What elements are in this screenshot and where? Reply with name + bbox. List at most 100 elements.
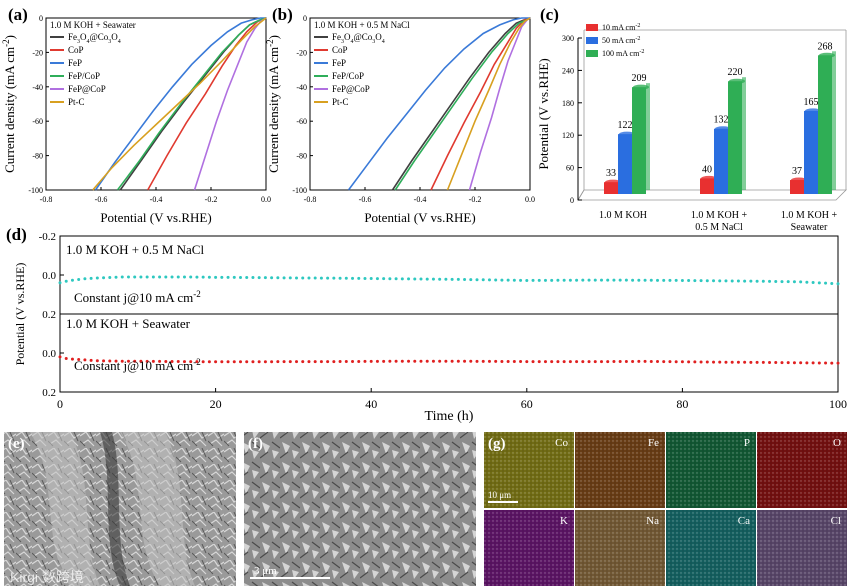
series-line bbox=[147, 17, 267, 191]
data-point bbox=[730, 279, 734, 283]
panel-d-letter: (d) bbox=[6, 225, 27, 244]
data-point bbox=[500, 278, 504, 282]
panel-d-top-condition: 1.0 M KOH + 0.5 M NaCl bbox=[66, 242, 204, 257]
y-tick-label: -100 bbox=[28, 186, 43, 195]
data-point bbox=[712, 360, 716, 364]
panel-a-condition: 1.0 M KOH + Seawater bbox=[50, 20, 136, 30]
eds-element-label: K bbox=[560, 515, 568, 527]
data-point bbox=[344, 360, 348, 364]
x-tick-label: -0.2 bbox=[469, 195, 482, 204]
bar-cap bbox=[619, 131, 635, 137]
data-point bbox=[699, 279, 703, 283]
eds-tile-texture bbox=[575, 510, 665, 586]
data-point bbox=[643, 359, 647, 363]
data-point bbox=[656, 360, 660, 364]
bar bbox=[818, 55, 832, 194]
data-point bbox=[637, 278, 641, 282]
data-point bbox=[151, 275, 155, 279]
data-point bbox=[581, 360, 585, 364]
y-tick-label: -60 bbox=[32, 117, 43, 126]
data-point bbox=[89, 276, 93, 280]
data-point bbox=[382, 359, 386, 363]
data-point bbox=[805, 280, 809, 284]
data-point bbox=[238, 360, 242, 364]
data-point bbox=[768, 279, 772, 283]
data-point bbox=[487, 278, 491, 282]
bar-side bbox=[742, 77, 746, 190]
data-point bbox=[70, 278, 74, 282]
data-point bbox=[407, 359, 411, 363]
data-point bbox=[755, 360, 759, 364]
eds-element-label: Co bbox=[555, 437, 568, 449]
panel-e-ridge-1 bbox=[30, 432, 100, 586]
y-tick-label: -80 bbox=[32, 152, 43, 161]
y-tick-label: 0.0 bbox=[42, 348, 56, 360]
legend-label: FeP bbox=[332, 58, 346, 68]
data-point bbox=[214, 275, 218, 279]
data-point bbox=[95, 276, 99, 280]
series-line bbox=[468, 17, 531, 191]
data-point bbox=[201, 360, 205, 364]
data-point bbox=[450, 359, 454, 363]
data-point bbox=[687, 360, 691, 364]
data-point bbox=[768, 360, 772, 364]
data-point bbox=[674, 360, 678, 364]
data-point bbox=[139, 275, 143, 279]
data-point bbox=[618, 278, 622, 282]
y-tick-label: 60 bbox=[566, 164, 574, 173]
data-point bbox=[830, 361, 834, 365]
data-point bbox=[64, 279, 68, 283]
data-point bbox=[649, 359, 653, 363]
data-point bbox=[618, 360, 622, 364]
panel-e-letter: (e) bbox=[8, 436, 25, 452]
data-point bbox=[89, 358, 93, 362]
legend-label: FeP@CoP bbox=[332, 84, 370, 94]
category-label: 1.0 M KOH + bbox=[781, 210, 838, 221]
data-point bbox=[64, 356, 68, 360]
data-point bbox=[301, 276, 305, 280]
data-point bbox=[531, 360, 535, 364]
data-point bbox=[506, 278, 510, 282]
data-point bbox=[338, 276, 342, 280]
data-point bbox=[680, 278, 684, 282]
data-point bbox=[811, 361, 815, 365]
data-point bbox=[512, 360, 516, 364]
data-point bbox=[624, 359, 628, 363]
data-point bbox=[226, 360, 230, 364]
data-point bbox=[232, 360, 236, 364]
x-tick-label: 60 bbox=[521, 397, 533, 411]
data-point bbox=[562, 360, 566, 364]
data-point bbox=[736, 279, 740, 283]
data-point bbox=[375, 277, 379, 281]
legend-label: Fe3O4@Co3O4 bbox=[68, 32, 121, 45]
data-point bbox=[749, 279, 753, 283]
data-point bbox=[743, 279, 747, 283]
data-point bbox=[257, 276, 261, 280]
data-point bbox=[450, 277, 454, 281]
bar bbox=[714, 128, 728, 194]
data-point bbox=[680, 360, 684, 364]
data-point bbox=[189, 360, 193, 364]
data-point bbox=[575, 360, 579, 364]
data-point bbox=[307, 276, 311, 280]
legend-label: Pt-C bbox=[68, 97, 85, 107]
data-point bbox=[295, 360, 299, 364]
data-point bbox=[139, 359, 143, 363]
data-point bbox=[712, 279, 716, 283]
data-point bbox=[77, 358, 81, 362]
y-tick-label: 180 bbox=[562, 99, 574, 108]
panel-e: (e) Kirgi 数跨境 bbox=[4, 432, 236, 586]
data-point bbox=[494, 278, 498, 282]
x-tick-label: 80 bbox=[676, 397, 688, 411]
x-tick-label: 0.0 bbox=[525, 195, 535, 204]
data-point bbox=[288, 276, 292, 280]
eds-element-label: Na bbox=[646, 515, 659, 527]
bar-value-label: 37 bbox=[792, 166, 802, 177]
legend-label: 10 mA cm-2 bbox=[602, 23, 640, 32]
bar-side bbox=[832, 51, 836, 190]
y-tick-label: 120 bbox=[562, 131, 574, 140]
data-point bbox=[382, 277, 386, 281]
data-point bbox=[282, 276, 286, 280]
category-label: 1.0 M KOH bbox=[599, 210, 647, 221]
category-label: 1.0 M KOH + bbox=[691, 210, 748, 221]
